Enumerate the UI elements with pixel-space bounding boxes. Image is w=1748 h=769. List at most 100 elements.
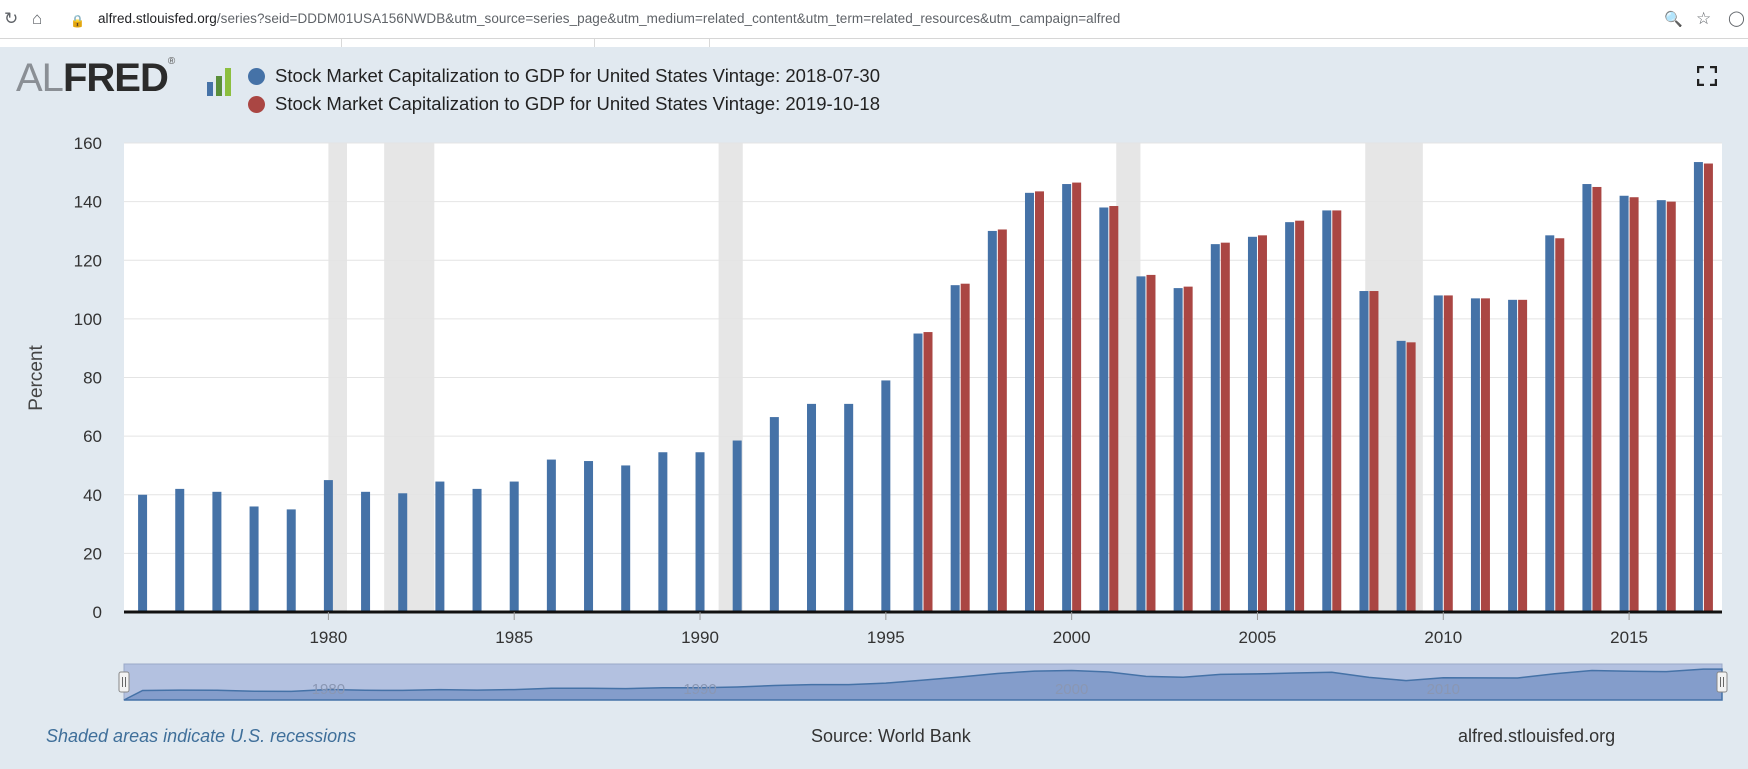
bar-2018-vintage[interactable] bbox=[658, 452, 668, 612]
y-tick-label: 100 bbox=[74, 310, 102, 329]
bar-2018-vintage[interactable] bbox=[1545, 235, 1555, 612]
bar-2018-vintage[interactable] bbox=[1359, 291, 1369, 612]
legend-label: Stock Market Capitalization to GDP for U… bbox=[275, 93, 881, 114]
bar-2018-vintage[interactable] bbox=[1210, 244, 1220, 613]
navigator-handle-left[interactable] bbox=[118, 671, 130, 693]
bar-2019-vintage[interactable] bbox=[1666, 201, 1676, 612]
x-tick-label: 1995 bbox=[867, 628, 905, 647]
bar-2018-vintage[interactable] bbox=[1322, 210, 1332, 612]
bar-2019-vintage[interactable] bbox=[1220, 242, 1230, 612]
navigator-label: 1980 bbox=[312, 681, 345, 698]
bar-2018-vintage[interactable] bbox=[361, 491, 371, 612]
bar-2018-vintage[interactable] bbox=[584, 461, 594, 612]
x-tick-label: 2005 bbox=[1239, 628, 1277, 647]
fullscreen-icon[interactable] bbox=[1697, 66, 1717, 86]
y-tick-label: 40 bbox=[83, 486, 102, 505]
bar-2019-vintage[interactable] bbox=[1183, 286, 1193, 612]
bar-2018-vintage[interactable] bbox=[509, 481, 519, 612]
bar-2019-vintage[interactable] bbox=[1295, 220, 1305, 612]
legend-marker-red-icon bbox=[248, 95, 265, 113]
zoom-icon[interactable]: 🔍 bbox=[1664, 11, 1683, 28]
y-tick-label: 80 bbox=[83, 369, 102, 388]
bar-2018-vintage[interactable] bbox=[1285, 222, 1295, 613]
bar-2018-vintage[interactable] bbox=[1693, 162, 1703, 612]
bar-2018-vintage[interactable] bbox=[323, 480, 333, 612]
bar-2018-vintage[interactable] bbox=[1433, 295, 1443, 612]
bar-2018-vintage[interactable] bbox=[1247, 236, 1257, 613]
bar-2019-vintage[interactable] bbox=[1257, 235, 1267, 612]
bar-2019-vintage[interactable] bbox=[1592, 186, 1602, 612]
bar-2019-vintage[interactable] bbox=[1555, 238, 1565, 612]
url-domain: alfred.stlouisfed.org bbox=[98, 11, 217, 26]
bar-2019-vintage[interactable] bbox=[1034, 191, 1044, 612]
bar-2018-vintage[interactable] bbox=[1396, 340, 1406, 612]
x-tick-labels-group: 1980 1985 1990 1995 2000 2005 2010 2015 bbox=[124, 610, 1722, 647]
bar-2018-vintage[interactable] bbox=[472, 488, 482, 612]
bar-2018-vintage[interactable] bbox=[1619, 195, 1629, 612]
bar-2018-vintage[interactable] bbox=[1656, 200, 1666, 613]
bar-2018-vintage[interactable] bbox=[249, 506, 259, 612]
bar-2018-vintage[interactable] bbox=[881, 380, 891, 612]
bar-2018-vintage[interactable] bbox=[1062, 184, 1072, 612]
legend-item-2019[interactable]: Stock Market Capitalization to GDP for U… bbox=[248, 92, 880, 116]
bar-2018-vintage[interactable] bbox=[621, 465, 631, 612]
bar-2018-vintage[interactable] bbox=[286, 509, 296, 612]
alfred-logo[interactable]: ALFRED® bbox=[16, 56, 231, 100]
y-tick-label: 60 bbox=[83, 427, 102, 446]
bar-2018-vintage[interactable] bbox=[1024, 192, 1034, 613]
navigator[interactable]: 1980 1990 2000 2010 bbox=[118, 663, 1728, 701]
page-tab-strip bbox=[0, 39, 1748, 47]
bar-2018-vintage[interactable] bbox=[807, 403, 817, 612]
bookmark-star-icon[interactable]: ☆ bbox=[1696, 9, 1712, 28]
bar-2018-vintage[interactable] bbox=[1136, 276, 1146, 612]
y-tick-label: 0 bbox=[93, 603, 102, 622]
site-credit[interactable]: alfred.stlouisfed.org bbox=[1458, 726, 1616, 746]
lock-icon[interactable]: 🔒 bbox=[70, 14, 85, 28]
bar-2019-vintage[interactable] bbox=[1146, 274, 1156, 612]
bar-2018-vintage[interactable] bbox=[212, 491, 222, 612]
bar-2019-vintage[interactable] bbox=[1332, 210, 1342, 612]
reload-icon[interactable]: ↻ bbox=[4, 9, 19, 28]
bar-2018-vintage[interactable] bbox=[987, 230, 997, 612]
y-tick-label: 120 bbox=[74, 251, 102, 270]
legend-label: Stock Market Capitalization to GDP for U… bbox=[275, 65, 881, 86]
bar-2018-vintage[interactable] bbox=[844, 403, 854, 612]
logo-al: AL bbox=[16, 56, 64, 100]
bar-2018-vintage[interactable] bbox=[1470, 298, 1480, 612]
bar-2018-vintage[interactable] bbox=[175, 488, 185, 612]
bar-2018-vintage[interactable] bbox=[732, 440, 742, 612]
bar-2018-vintage[interactable] bbox=[138, 494, 148, 612]
bar-2019-vintage[interactable] bbox=[1518, 299, 1528, 612]
bar-2019-vintage[interactable] bbox=[1443, 295, 1453, 612]
bar-2018-vintage[interactable] bbox=[950, 285, 960, 612]
bar-2019-vintage[interactable] bbox=[1703, 163, 1713, 613]
navigator-label: 2000 bbox=[1055, 681, 1088, 698]
legend-item-2018[interactable]: Stock Market Capitalization to GDP for U… bbox=[248, 64, 880, 88]
bar-2019-vintage[interactable] bbox=[960, 283, 970, 612]
extension-icon[interactable]: ◯ bbox=[1728, 10, 1745, 27]
bar-2018-vintage[interactable] bbox=[435, 481, 445, 612]
bar-2019-vintage[interactable] bbox=[1406, 342, 1416, 612]
x-tick-label: 2015 bbox=[1610, 628, 1648, 647]
bar-2018-vintage[interactable] bbox=[546, 459, 556, 612]
home-icon[interactable]: ⌂ bbox=[32, 9, 43, 28]
bar-2018-vintage[interactable] bbox=[1099, 207, 1109, 613]
bar-2019-vintage[interactable] bbox=[997, 229, 1007, 613]
bar-2018-vintage[interactable] bbox=[913, 333, 923, 612]
navigator-handle-right[interactable] bbox=[1716, 671, 1728, 693]
bar-2018-vintage[interactable] bbox=[769, 417, 779, 612]
bar-2019-vintage[interactable] bbox=[1369, 291, 1379, 612]
bar-2018-vintage[interactable] bbox=[398, 493, 408, 612]
bar-2019-vintage[interactable] bbox=[1480, 298, 1490, 612]
bar-2019-vintage[interactable] bbox=[1072, 182, 1082, 612]
logo-registered: ® bbox=[167, 56, 176, 67]
address-bar[interactable]: alfred.stlouisfed.org/series?seid=DDDM01… bbox=[98, 11, 1120, 26]
bar-2019-vintage[interactable] bbox=[1109, 206, 1119, 612]
bar-2018-vintage[interactable] bbox=[1508, 299, 1518, 612]
bar-2018-vintage[interactable] bbox=[1582, 184, 1592, 612]
bar-2019-vintage[interactable] bbox=[923, 332, 933, 612]
bar-2018-vintage[interactable] bbox=[1173, 288, 1183, 612]
bar-2018-vintage[interactable] bbox=[695, 452, 705, 612]
bar-2019-vintage[interactable] bbox=[1629, 197, 1639, 612]
